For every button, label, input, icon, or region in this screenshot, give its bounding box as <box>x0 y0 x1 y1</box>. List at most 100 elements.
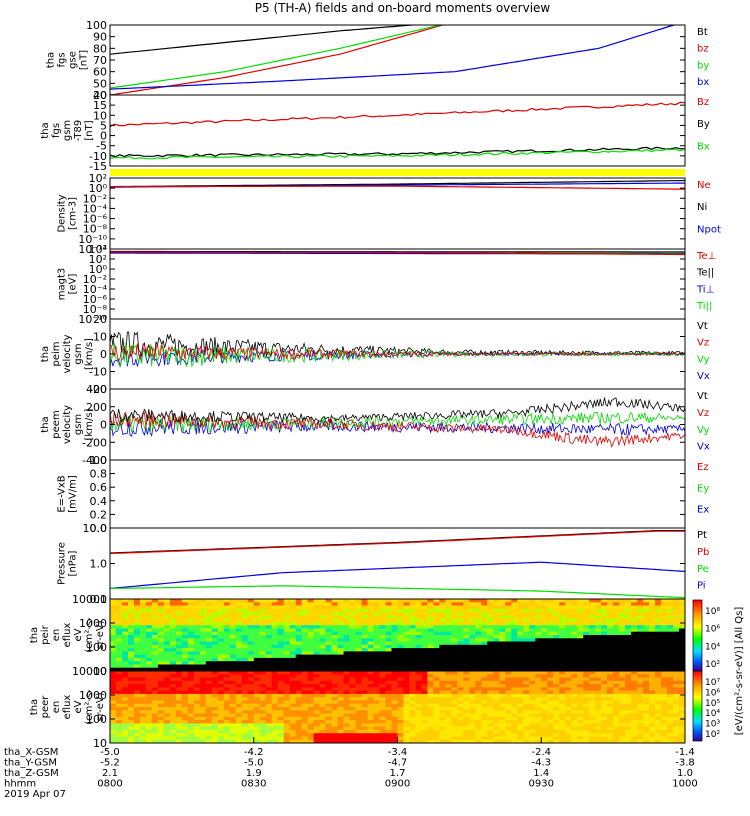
heatmap-cell <box>307 700 315 705</box>
heatmap-cell <box>116 707 123 711</box>
heatmap-cell <box>253 648 261 652</box>
heatmap-cell <box>541 700 548 705</box>
legend-vz: Vz <box>697 338 709 349</box>
heatmap-cell <box>451 739 458 743</box>
heatmap-cell <box>211 693 219 698</box>
heatmap-cell <box>625 716 632 721</box>
heatmap-cell <box>619 657 626 662</box>
heatmap-cell <box>439 729 446 734</box>
heatmap-cell <box>331 684 339 688</box>
heatmap-cell <box>247 667 255 671</box>
heatmap-cell <box>265 602 273 607</box>
heatmap-cell <box>457 703 464 708</box>
heatmap-cell <box>325 729 333 734</box>
heatmap-cell <box>337 710 345 715</box>
heatmap-cell <box>175 599 183 603</box>
heatmap-cell <box>463 707 470 711</box>
heatmap-cell <box>637 733 644 738</box>
heatmap-cell <box>163 729 171 734</box>
heatmap-cell <box>673 618 680 623</box>
heatmap-cell <box>643 654 650 659</box>
heatmap-cell <box>469 733 476 738</box>
heatmap-cell <box>565 621 572 626</box>
heatmap-cell <box>337 713 345 718</box>
heatmap-cell <box>595 733 602 738</box>
heatmap-cell <box>367 693 375 698</box>
heatmap-cell <box>157 677 165 682</box>
heatmap-cell <box>211 667 219 671</box>
heatmap-cell <box>649 726 656 731</box>
heatmap-cell <box>223 667 231 671</box>
heatmap-cell <box>247 612 255 616</box>
heatmap-cell <box>511 661 518 666</box>
heatmap-cell <box>193 693 201 698</box>
heatmap-cell <box>523 703 530 708</box>
heatmap-cell <box>577 684 584 688</box>
heatmap-cell <box>325 651 333 656</box>
heatmap-cell <box>517 631 524 636</box>
heatmap-cell <box>445 615 452 620</box>
heatmap-cell <box>373 674 381 679</box>
heatmap-cell <box>481 697 488 702</box>
heatmap-cell <box>355 733 363 738</box>
heatmap-cell <box>373 654 381 659</box>
y-axis-label: peir <box>40 624 51 644</box>
heatmap-cell <box>122 602 129 607</box>
heatmap-cell <box>175 657 183 662</box>
heatmap-cell <box>631 674 638 679</box>
heatmap-cell <box>535 625 542 630</box>
heatmap-cell <box>301 697 309 702</box>
heatmap-cell <box>589 644 596 649</box>
heatmap-cell <box>391 605 399 610</box>
heatmap-cell <box>199 621 207 626</box>
heatmap-cell <box>241 664 249 669</box>
heatmap-cell <box>631 700 638 705</box>
heatmap-cell <box>643 680 650 685</box>
heatmap-cell <box>367 677 375 682</box>
heatmap-cell <box>343 654 351 659</box>
heatmap-cell <box>301 654 309 659</box>
heatmap-cell <box>157 726 165 731</box>
heatmap-cell <box>247 713 255 718</box>
heatmap-cell <box>403 651 411 656</box>
heatmap-cell <box>625 605 632 610</box>
heatmap-cell <box>199 664 207 669</box>
heatmap-cell <box>169 723 177 728</box>
heatmap-cell <box>439 602 446 607</box>
heatmap-cell <box>415 628 423 633</box>
heatmap-cell <box>271 726 279 731</box>
heatmap-cell <box>277 667 285 671</box>
y-tick-label: 10⁻⁴ <box>83 202 108 215</box>
heatmap-cell <box>493 635 500 639</box>
heatmap-cell <box>325 638 333 643</box>
heatmap-cell <box>259 628 267 633</box>
heatmap-cell <box>128 667 135 671</box>
heatmap-cell <box>307 648 315 652</box>
heatmap-cell <box>211 723 219 728</box>
heatmap-cell <box>619 703 626 708</box>
heatmap-cell <box>331 733 339 738</box>
heatmap-cell <box>409 608 417 613</box>
heatmap-cell <box>116 713 123 718</box>
heatmap-cell <box>247 618 255 623</box>
heatmap-cell <box>415 638 423 643</box>
heatmap-cell <box>613 736 620 741</box>
heatmap-cell <box>511 720 518 724</box>
heatmap-cell <box>313 677 321 682</box>
heatmap-cell <box>181 684 189 688</box>
heatmap-cell <box>445 713 452 718</box>
heatmap-cell <box>217 654 225 659</box>
heatmap-cell <box>637 680 644 685</box>
heatmap-cell <box>547 661 554 666</box>
heatmap-cell <box>187 648 195 652</box>
heatmap-cell <box>631 684 638 688</box>
heatmap-cell <box>433 713 440 718</box>
heatmap-cell <box>217 697 225 702</box>
heatmap-cell <box>409 628 417 633</box>
heatmap-cell <box>367 625 375 630</box>
heatmap-cell <box>655 710 662 715</box>
heatmap-cell <box>301 651 309 656</box>
heatmap-cell <box>211 638 219 643</box>
heatmap-cell <box>655 644 662 649</box>
heatmap-cell <box>199 697 207 702</box>
